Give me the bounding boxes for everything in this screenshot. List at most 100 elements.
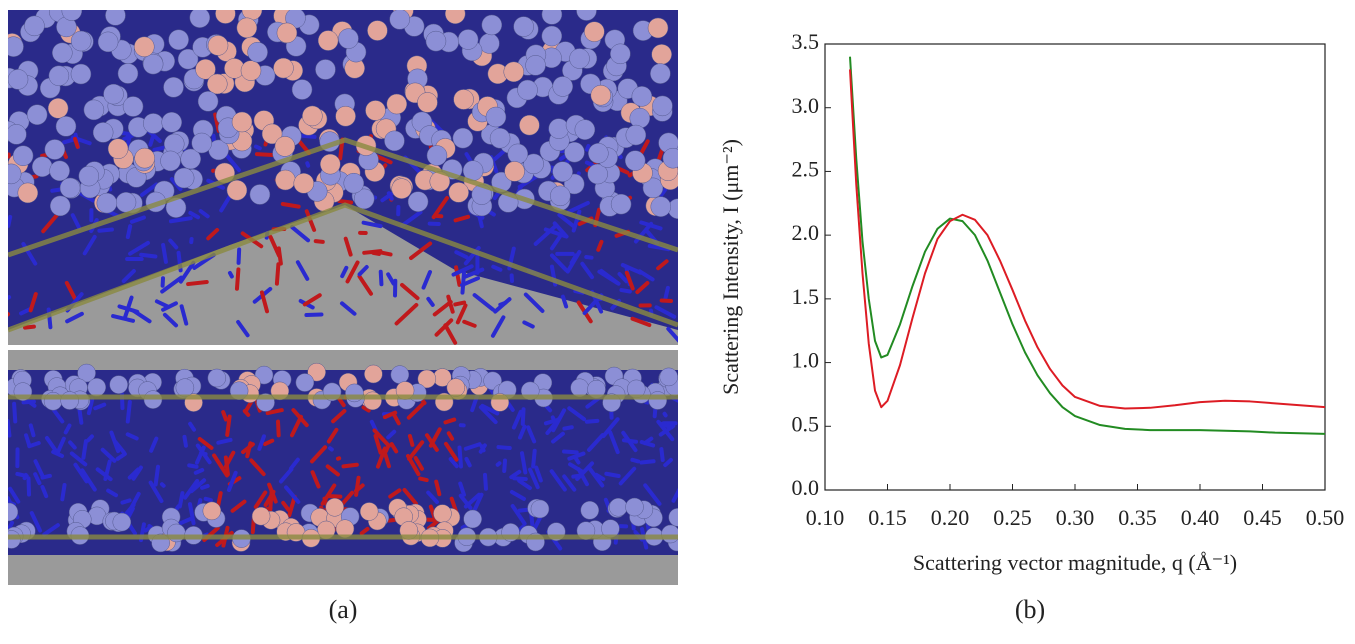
lipid-head (190, 8, 210, 28)
lipid-head (365, 100, 385, 120)
lipid-tail (410, 436, 412, 445)
lipid-tail (564, 427, 571, 428)
lipid-head (105, 5, 125, 25)
x-tick-label: 0.30 (1056, 505, 1095, 530)
lipid-tail (196, 470, 202, 473)
lipid-head (531, 500, 549, 518)
data-line (850, 57, 1325, 434)
x-axis-label: Scattering vector magnitude, q (Å⁻¹) (913, 550, 1237, 575)
lipid-tail (29, 478, 30, 494)
lipid-tail (218, 440, 230, 443)
lipid-tail (283, 204, 299, 207)
lipid-head (661, 525, 679, 543)
lipid-head (591, 85, 611, 105)
lipid-head (84, 100, 104, 120)
lipid-head (45, 140, 65, 160)
lipid-head (326, 498, 344, 516)
lipid-tail (17, 474, 26, 476)
lipid-tail (0, 297, 9, 308)
lipid-head (275, 136, 295, 156)
lipid-head (48, 98, 68, 118)
lipid-head (625, 151, 645, 171)
lipid-tail (128, 402, 130, 422)
lipid-head (464, 510, 482, 528)
lipid-tail (99, 230, 112, 231)
lipid-head (427, 146, 447, 166)
lipid-head (227, 180, 247, 200)
lipid-head (453, 128, 473, 148)
y-axis-label: Scattering Intensity, I (μm⁻²) (718, 139, 743, 395)
lipid-head (143, 54, 163, 74)
lipid-tail (485, 475, 486, 489)
x-tick-label: 0.15 (868, 505, 907, 530)
lipid-head (215, 4, 235, 24)
lipid-head (71, 31, 91, 51)
lipid-tail (277, 249, 278, 252)
panel-label: (b) (1015, 595, 1045, 624)
lipid-tail (380, 252, 390, 254)
lipid-head (626, 498, 644, 516)
x-tick-label: 0.45 (1243, 505, 1282, 530)
lipid-tail (141, 255, 155, 257)
lipid-head (8, 69, 28, 89)
lipid-head (417, 92, 437, 112)
lipid-head (273, 58, 293, 78)
y-tick-label: 2.5 (792, 156, 820, 181)
lipid-tail (180, 493, 183, 506)
lipid-tail (223, 412, 226, 419)
lipid-tail (75, 139, 78, 147)
lipid-head (318, 31, 338, 51)
y-tick-label: 3.0 (792, 93, 820, 118)
lipid-tail (587, 146, 588, 150)
lipid-head (626, 125, 646, 145)
lipid-head (630, 108, 650, 128)
lipid-tail (202, 486, 208, 488)
lipid-head (611, 194, 631, 214)
lipid-head (113, 513, 131, 531)
lipid-head (367, 21, 387, 41)
y-tick-label: 0.0 (792, 475, 820, 500)
lipid-head (24, 16, 44, 36)
lipid-head (504, 62, 524, 82)
lipid-tail (514, 478, 526, 479)
lipid-head (250, 184, 270, 204)
lipid-head (162, 112, 182, 132)
lipid-tail (0, 154, 9, 155)
lipid-tail (459, 447, 461, 466)
lipid-head (553, 76, 573, 96)
lipid-head (52, 43, 72, 63)
lipid-head (526, 55, 546, 75)
lipid-head (208, 35, 228, 55)
lipid-head (663, 148, 683, 168)
lipid-tail (245, 411, 249, 415)
lipid-tail (389, 193, 392, 198)
lipid-head (588, 143, 608, 163)
lipid-head (252, 507, 270, 525)
lipid-head (56, 116, 76, 136)
lipid-tail (31, 425, 34, 435)
lipid-head (277, 23, 297, 43)
lipid-tail (523, 409, 524, 424)
x-tick-label: 0.10 (806, 505, 845, 530)
lipid-head (32, 157, 52, 177)
lipid-head (208, 369, 226, 387)
lipid-tail (500, 303, 505, 305)
lipid-head (384, 131, 404, 151)
lipid-head (387, 94, 407, 114)
lipid-head (447, 379, 465, 397)
lipid-head (490, 128, 510, 148)
lipid-tail (88, 436, 92, 440)
lipid-head (649, 391, 667, 409)
lipid-head (207, 74, 227, 94)
lipid-head (360, 503, 378, 521)
lipid-head (652, 44, 672, 64)
lipid-head (294, 173, 314, 193)
lipid-head (49, 66, 69, 86)
lipid-head (449, 182, 469, 202)
lipid-tail (277, 264, 278, 283)
lipid-head (248, 42, 268, 62)
x-tick-label: 0.20 (931, 505, 970, 530)
simulation-image (0, 0, 688, 585)
lipid-head (610, 44, 630, 64)
lipid-head (61, 392, 79, 410)
